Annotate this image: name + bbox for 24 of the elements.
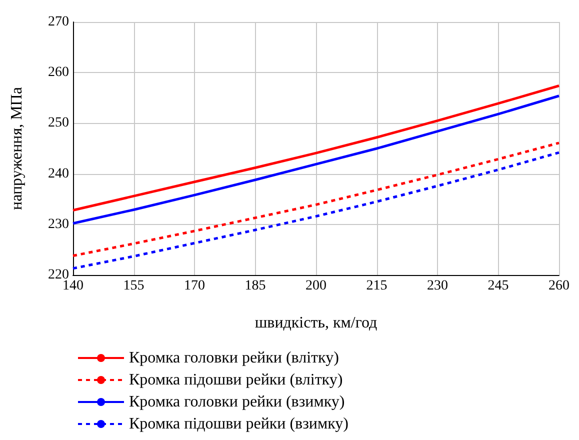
x-tick-label: 185 [244,278,266,294]
x-tick-label: 230 [427,278,448,294]
line-series [72,151,560,270]
x-axis-title: швидкість, км/год [254,314,378,332]
line-series [72,94,560,225]
legend-label: Кромка підошви рейки (взимку) [129,416,348,432]
line-series [72,142,560,258]
legend-label: Кромка головки рейки (взимку) [129,394,345,410]
y-tick-label: 270 [48,14,69,30]
x-tick-label: 200 [306,278,326,294]
y-tick-label: 260 [48,65,69,80]
legend-label: Кромка підошви рейки (влітку) [129,372,343,388]
y-tick-label: 240 [48,166,69,182]
x-tick-label: 155 [123,278,144,294]
legend-label: Кромка головки рейки (влітку) [129,350,339,366]
x-tick-label: 140 [62,278,84,294]
y-tick-label: 250 [48,116,69,131]
x-tick-label: 215 [366,278,388,294]
x-tick-label: 170 [184,278,205,294]
y-axis-title: напруження, МПа [8,87,26,210]
x-tick-label: 245 [488,278,509,294]
y-tick-label: 230 [48,216,69,232]
x-tick-label: 260 [548,278,570,294]
line-series [72,84,560,212]
